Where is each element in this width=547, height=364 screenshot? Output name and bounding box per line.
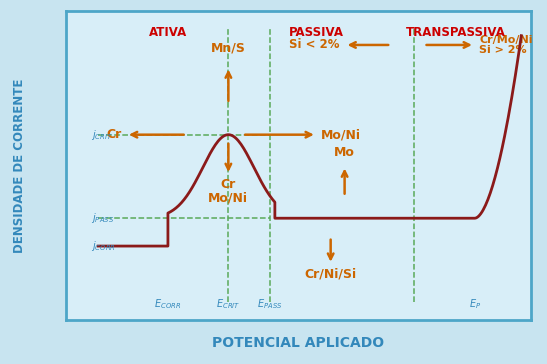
Text: TRANSPASSIVA: TRANSPASSIVA <box>406 27 506 39</box>
Text: DENSIDADE DE CORRENTE: DENSIDADE DE CORRENTE <box>13 78 26 253</box>
Text: j$_{PASS}$: j$_{PASS}$ <box>91 211 114 225</box>
Text: Cr/Ni/Si: Cr/Ni/Si <box>305 268 357 281</box>
Text: Cr/Mo/Ni
Si > 2%: Cr/Mo/Ni Si > 2% <box>479 35 533 55</box>
Text: E$_{CORR}$: E$_{CORR}$ <box>154 297 182 311</box>
Text: PASSIVA: PASSIVA <box>289 27 344 39</box>
Text: j$_{CORR}$: j$_{CORR}$ <box>91 239 116 253</box>
Text: E$_{CRIT}$: E$_{CRIT}$ <box>216 297 241 311</box>
Text: POTENCIAL APLICADO: POTENCIAL APLICADO <box>212 336 384 350</box>
Text: Mo/Ni: Mo/Ni <box>322 128 362 141</box>
Text: Si < 2%: Si < 2% <box>289 39 340 51</box>
Text: j$_{CRIT}$: j$_{CRIT}$ <box>91 128 113 142</box>
Text: E$_{PASS}$: E$_{PASS}$ <box>258 297 283 311</box>
Text: Cr
Mo/Ni: Cr Mo/Ni <box>208 178 248 205</box>
Text: E$_{P}$: E$_{P}$ <box>469 297 481 311</box>
Text: Mo: Mo <box>334 146 355 159</box>
Text: Mn/S: Mn/S <box>211 41 246 54</box>
Text: ATIVA: ATIVA <box>149 27 187 39</box>
Text: Cr: Cr <box>106 128 121 141</box>
